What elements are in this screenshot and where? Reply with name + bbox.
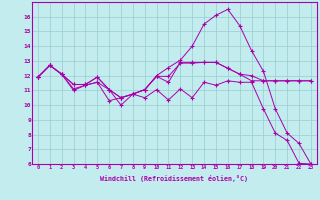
X-axis label: Windchill (Refroidissement éolien,°C): Windchill (Refroidissement éolien,°C) [100,175,248,182]
